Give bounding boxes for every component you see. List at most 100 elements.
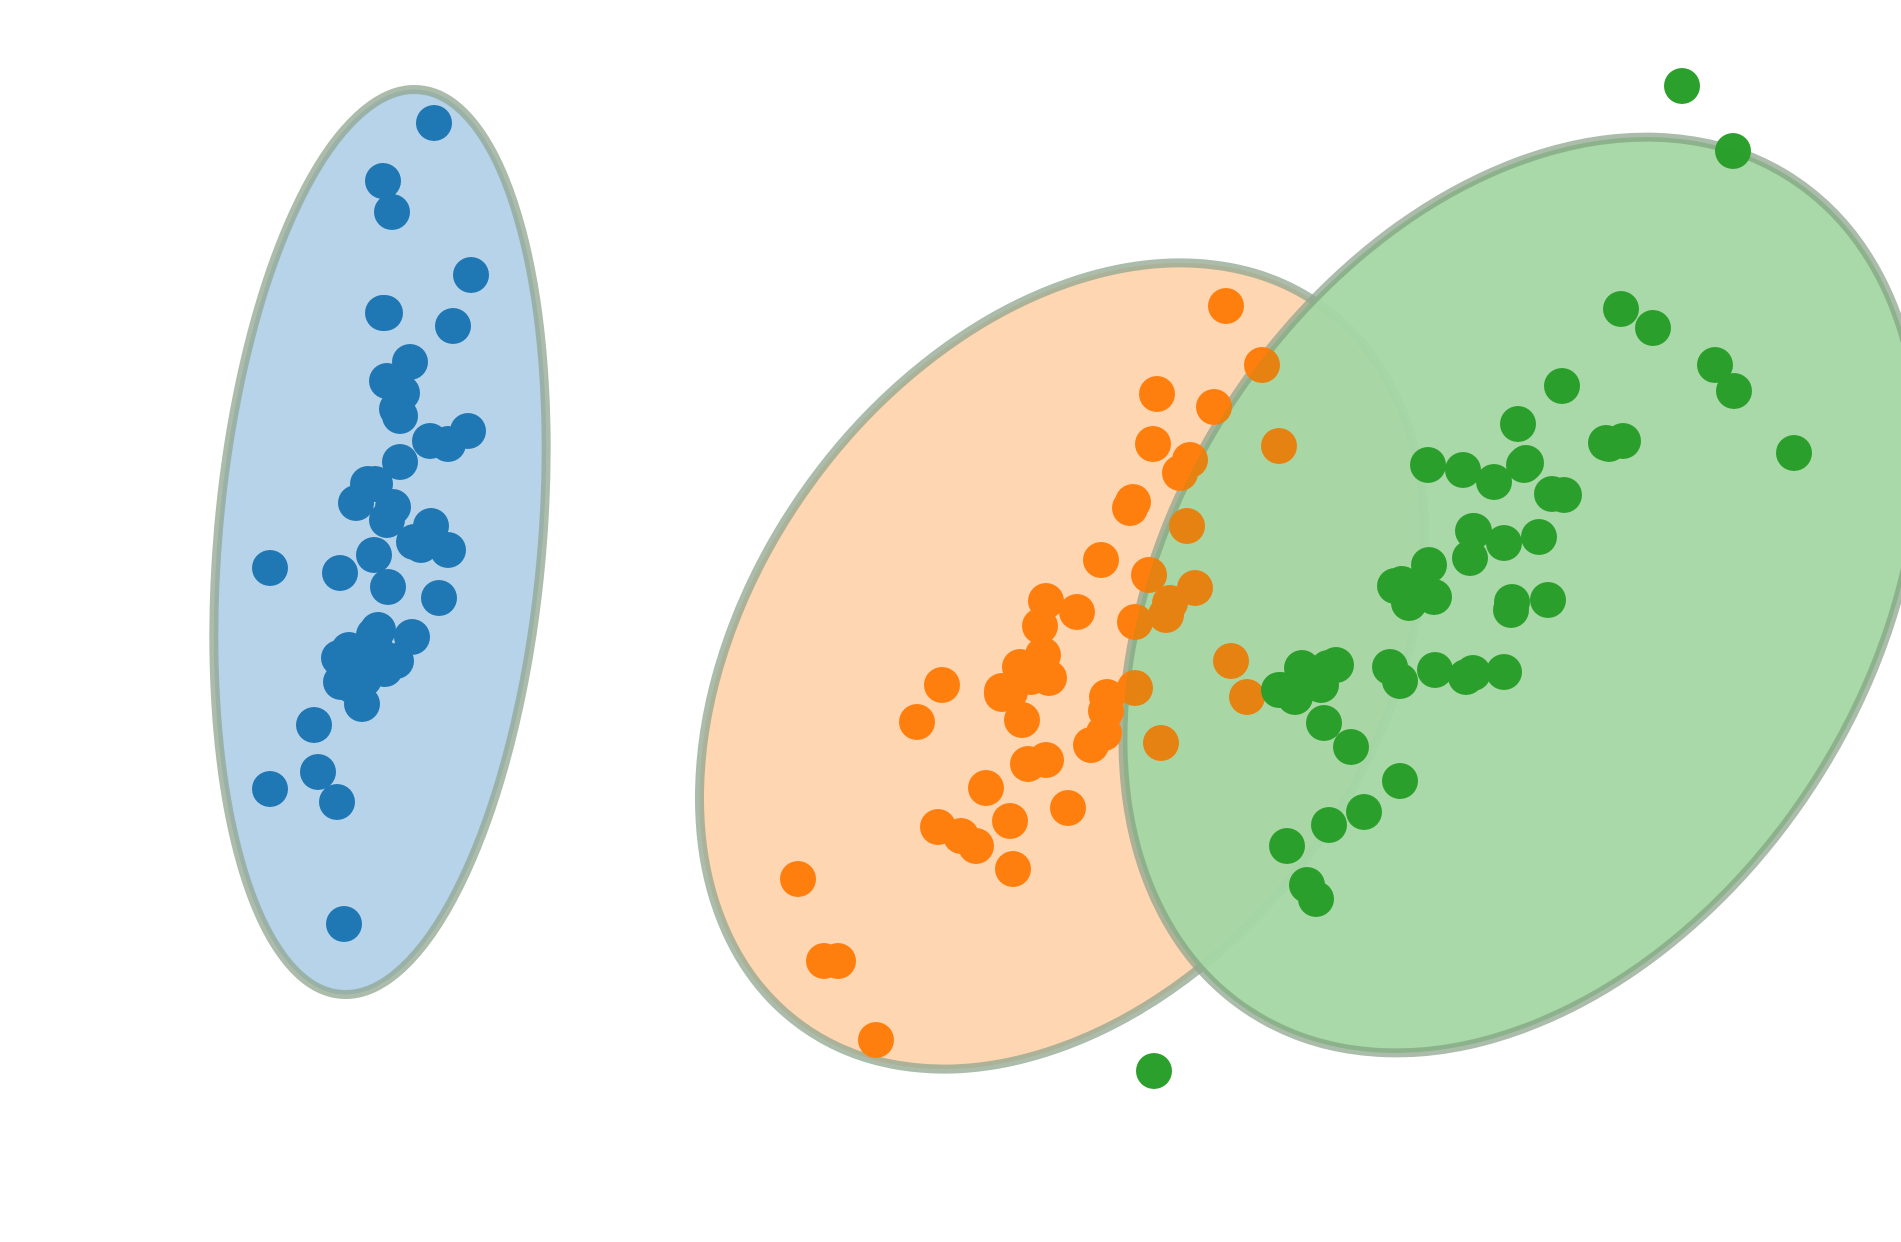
point-s1-45 bbox=[296, 707, 332, 743]
point-s1-12 bbox=[382, 398, 418, 434]
point-s1-27 bbox=[252, 550, 288, 586]
point-s2-44 bbox=[958, 828, 994, 864]
point-s3-46 bbox=[1263, 672, 1299, 708]
point-s3-43 bbox=[1486, 654, 1522, 690]
point-s1-47 bbox=[252, 771, 288, 807]
cluster-ellipse-3-overlay bbox=[1122, 137, 1901, 1053]
point-s2-6 bbox=[1135, 426, 1171, 462]
point-s2-47 bbox=[1229, 679, 1265, 715]
point-s1-7 bbox=[435, 308, 471, 344]
point-s2-33 bbox=[1143, 725, 1179, 761]
point-s1-28 bbox=[322, 555, 358, 591]
point-s1-6 bbox=[367, 295, 403, 331]
point-layer bbox=[252, 68, 1901, 1089]
point-s1-15 bbox=[450, 413, 486, 449]
point-s1-4 bbox=[453, 257, 489, 293]
point-s1-46 bbox=[300, 754, 336, 790]
point-s1-2 bbox=[365, 163, 401, 199]
point-s3-24 bbox=[1452, 540, 1488, 576]
point-s3-19 bbox=[1546, 477, 1582, 513]
point-s3-12 bbox=[1605, 423, 1641, 459]
point-s2-28 bbox=[992, 674, 1028, 710]
point-s1-16 bbox=[382, 444, 418, 480]
point-s2-5 bbox=[1261, 428, 1297, 464]
point-s3-15 bbox=[1476, 464, 1512, 500]
point-s1-24 bbox=[403, 527, 439, 563]
point-s3-3 bbox=[1603, 291, 1639, 327]
point-s2-34 bbox=[899, 704, 935, 740]
point-s3-23 bbox=[1486, 525, 1522, 561]
point-s2-16 bbox=[1059, 594, 1095, 630]
point-s2-18 bbox=[1148, 597, 1184, 633]
point-s2-3 bbox=[1139, 376, 1175, 412]
point-s3-54 bbox=[1298, 881, 1334, 917]
point-s3-39 bbox=[1382, 663, 1418, 699]
point-s2-51 bbox=[858, 1022, 894, 1058]
point-s1-49 bbox=[326, 906, 362, 942]
point-s1-48 bbox=[319, 784, 355, 820]
point-s3-22 bbox=[1521, 519, 1557, 555]
point-s3-48 bbox=[1333, 729, 1369, 765]
point-s3-13 bbox=[1410, 447, 1446, 483]
point-s1-19 bbox=[338, 485, 374, 521]
point-s1-25 bbox=[430, 532, 466, 568]
point-s2-36 bbox=[1073, 727, 1109, 763]
point-s3-8 bbox=[1544, 368, 1580, 404]
point-s2-20 bbox=[1022, 608, 1058, 644]
point-s2-1 bbox=[1208, 288, 1244, 324]
point-s2-35 bbox=[1004, 702, 1040, 738]
point-s3-33 bbox=[1493, 592, 1529, 628]
point-s1-44 bbox=[346, 661, 382, 697]
point-s2-46 bbox=[1213, 643, 1249, 679]
point-s2-50 bbox=[820, 943, 856, 979]
point-s1-29 bbox=[370, 569, 406, 605]
point-s2-29 bbox=[1117, 670, 1153, 706]
point-s2-4 bbox=[1196, 389, 1232, 425]
point-s3-5 bbox=[1697, 347, 1733, 383]
point-s3-47 bbox=[1306, 705, 1342, 741]
point-s1-1 bbox=[416, 105, 452, 141]
series-1-points bbox=[252, 105, 489, 942]
point-s3-51 bbox=[1311, 807, 1347, 843]
point-s2-13 bbox=[1131, 557, 1167, 593]
point-s2-11 bbox=[1169, 508, 1205, 544]
point-s3-30 bbox=[1416, 579, 1452, 615]
point-s3-42 bbox=[1448, 659, 1484, 695]
point-s2-45 bbox=[995, 851, 1031, 887]
point-s2-38 bbox=[1010, 746, 1046, 782]
point-s3-40 bbox=[1417, 652, 1453, 688]
point-s3-49 bbox=[1382, 763, 1418, 799]
point-s3-17 bbox=[1506, 447, 1542, 483]
point-s2-19 bbox=[1117, 604, 1153, 640]
point-s2-41 bbox=[1050, 790, 1086, 826]
point-s1-26 bbox=[356, 537, 392, 573]
point-s1-21 bbox=[369, 502, 405, 538]
point-s3-2 bbox=[1715, 133, 1751, 169]
point-s2-12 bbox=[1083, 542, 1119, 578]
point-s3-14 bbox=[1445, 452, 1481, 488]
point-s2-48 bbox=[780, 861, 816, 897]
point-s3-52 bbox=[1269, 828, 1305, 864]
point-s2-2 bbox=[1244, 347, 1280, 383]
point-s3-32 bbox=[1530, 582, 1566, 618]
point-s1-3 bbox=[374, 194, 410, 230]
point-s2-24 bbox=[1031, 660, 1067, 696]
point-s2-40 bbox=[992, 803, 1028, 839]
point-s3-6 bbox=[1716, 373, 1752, 409]
point-s2-39 bbox=[968, 770, 1004, 806]
point-s3-4 bbox=[1635, 310, 1671, 346]
series-3-points bbox=[1136, 68, 1812, 1089]
point-s3-1 bbox=[1664, 68, 1700, 104]
point-s2-8 bbox=[1162, 455, 1198, 491]
point-s3-55 bbox=[1136, 1053, 1172, 1089]
point-s1-30 bbox=[421, 580, 457, 616]
point-s3-7 bbox=[1776, 435, 1812, 471]
point-s2-10 bbox=[1115, 484, 1151, 520]
point-s3-21 bbox=[1456, 513, 1492, 549]
point-s3-9 bbox=[1500, 406, 1536, 442]
series-2-points bbox=[780, 288, 1297, 1058]
point-s2-26 bbox=[924, 667, 960, 703]
point-s3-50 bbox=[1346, 794, 1382, 830]
